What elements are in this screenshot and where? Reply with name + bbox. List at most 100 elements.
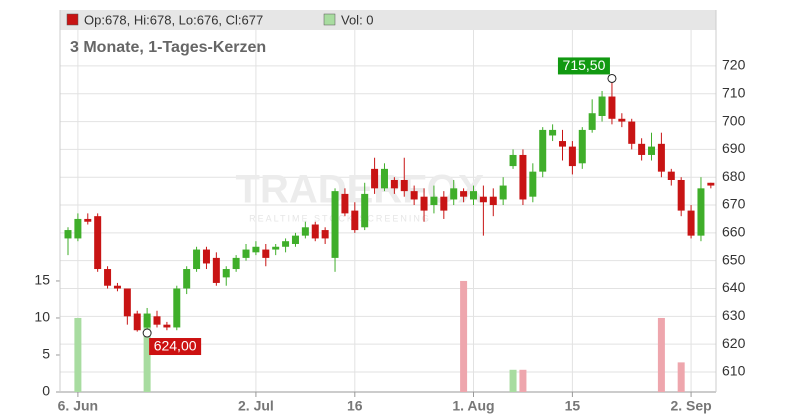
- y-tick-label: 650: [722, 251, 746, 267]
- y-tick-label: 710: [722, 84, 746, 100]
- candle-body: [578, 129, 586, 164]
- candle-body: [568, 146, 576, 167]
- annotation-marker: [607, 73, 617, 83]
- candle-body: [351, 210, 359, 231]
- volume-bar: [677, 362, 685, 392]
- candle-body: [74, 218, 82, 239]
- volume-icon: [323, 13, 336, 26]
- candle-body: [331, 191, 339, 258]
- x-tick-label: 2. Sep: [670, 398, 711, 414]
- candle-body: [143, 313, 151, 328]
- candle-body: [123, 288, 131, 317]
- annotation-label: 624,00: [154, 338, 197, 354]
- watermark: TRADERFOX: [236, 168, 485, 212]
- y-tick-label: 720: [722, 57, 746, 73]
- candle-body: [588, 113, 596, 130]
- candle-body: [232, 257, 240, 270]
- candle-body: [529, 171, 537, 197]
- candle-body: [539, 129, 547, 172]
- candle-body: [133, 313, 141, 331]
- candle-body: [559, 141, 566, 147]
- candle-body: [64, 230, 72, 239]
- x-tick-label: 15: [565, 398, 581, 414]
- candle-body: [519, 154, 527, 200]
- candle-body: [193, 249, 201, 270]
- candle-body: [618, 118, 626, 122]
- y-tick-label: 690: [722, 140, 746, 156]
- y-tick-label: 680: [722, 168, 746, 184]
- candle-body: [262, 249, 270, 258]
- volume-bar: [657, 317, 665, 392]
- candle-body: [291, 235, 299, 244]
- candle-body: [598, 96, 606, 117]
- candle-body: [183, 269, 191, 289]
- grid-layer: [60, 10, 716, 392]
- subtitle: 3 Monate, 1-Tages-Kerzen: [70, 39, 266, 56]
- candle-body: [489, 196, 497, 206]
- candle-body: [202, 249, 210, 264]
- candle-body: [282, 241, 290, 247]
- candle-body: [163, 324, 171, 328]
- candle-body: [460, 191, 468, 197]
- candle-body: [242, 249, 250, 258]
- y-tick-label: 660: [722, 224, 746, 240]
- candle-body: [113, 285, 121, 289]
- volume-bar: [143, 317, 151, 392]
- candle-body: [341, 193, 349, 214]
- y-tick-label: 700: [722, 112, 746, 128]
- candle-body: [509, 154, 517, 167]
- y-tick-label: 610: [722, 363, 746, 379]
- candle-body: [104, 269, 112, 286]
- watermark-sub: REALTIME STOCK SCREENING: [249, 213, 431, 223]
- x-tick-label: 6. Jun: [58, 398, 98, 414]
- x-tick-label: 2. Jul: [238, 398, 274, 414]
- annotation-box: [149, 338, 202, 356]
- candle-body: [94, 216, 102, 270]
- candle-body: [707, 182, 715, 186]
- candle-body: [321, 230, 329, 239]
- volume-bar: [509, 369, 517, 392]
- volume-bar: [460, 280, 468, 392]
- candle-body: [173, 288, 181, 328]
- volume-tick-label: 15: [34, 272, 50, 288]
- y-tick-label: 640: [722, 279, 746, 295]
- y-tick-label: 630: [722, 307, 746, 323]
- candle-body: [222, 269, 230, 278]
- candle-body: [311, 224, 319, 239]
- candle-body: [648, 146, 656, 155]
- candle-body: [687, 210, 695, 236]
- volume-label: Vol: 0: [341, 12, 374, 27]
- candle-body: [450, 188, 458, 200]
- candle-body: [252, 246, 260, 253]
- ohlc-label: Op:678, Hi:678, Lo:676, Cl:677: [84, 12, 263, 27]
- candle-body: [608, 96, 616, 119]
- annotation-label: 715,50: [563, 57, 606, 73]
- volume-tick-label: 10: [34, 309, 50, 325]
- candle-body: [667, 171, 675, 180]
- annotation-marker: [142, 328, 152, 338]
- header-bar: [60, 10, 716, 30]
- candle-body: [697, 188, 705, 236]
- volume-tick-label: 5: [42, 346, 50, 362]
- candle-body: [628, 121, 636, 144]
- candle-body: [549, 129, 557, 136]
- candle-body: [410, 191, 418, 200]
- x-tick-label: 16: [347, 398, 363, 414]
- candle-body: [272, 246, 280, 250]
- candle-body: [479, 196, 487, 203]
- candle-body: [380, 168, 388, 189]
- candle-body: [657, 143, 665, 172]
- candle-body: [420, 196, 428, 211]
- annotation-box: [557, 57, 610, 75]
- volume-bar: [519, 369, 527, 392]
- candle-body: [301, 227, 309, 236]
- candle-body: [430, 196, 438, 206]
- candle-body: [390, 179, 398, 189]
- volume-bar: [74, 317, 82, 392]
- candle-body: [84, 218, 92, 222]
- candle-body: [440, 196, 448, 211]
- candle-body: [469, 191, 477, 200]
- candle-body: [371, 168, 379, 189]
- candle-body: [212, 257, 220, 283]
